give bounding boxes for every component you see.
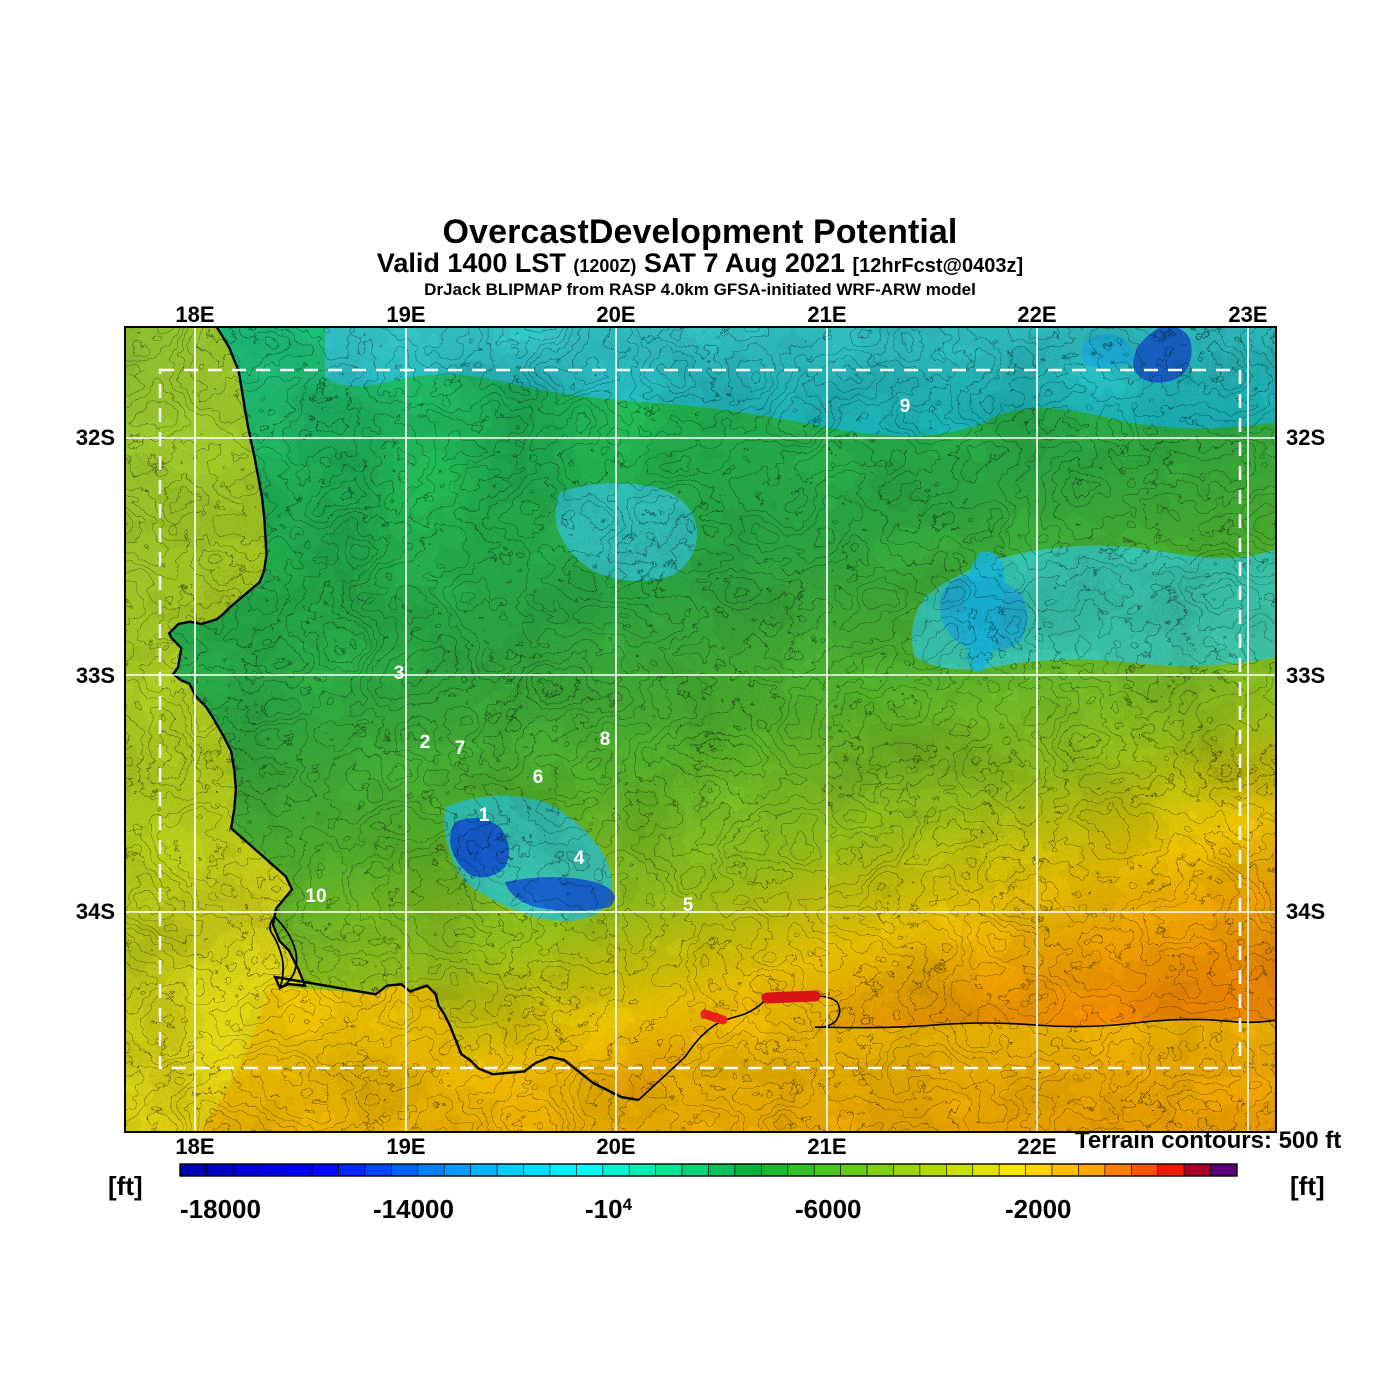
- svg-text:7: 7: [455, 738, 466, 759]
- svg-text:33S: 33S: [76, 663, 115, 688]
- svg-text:-14000: -14000: [373, 1194, 454, 1224]
- svg-text:32S: 32S: [1286, 425, 1325, 450]
- svg-text:19E: 19E: [386, 1134, 425, 1159]
- svg-text:19E: 19E: [386, 302, 425, 327]
- svg-text:-104: -104: [585, 1194, 633, 1224]
- svg-text:23E: 23E: [1228, 302, 1267, 327]
- svg-text:-2000: -2000: [1005, 1194, 1072, 1224]
- svg-text:10: 10: [305, 886, 326, 907]
- svg-text:33S: 33S: [1286, 663, 1325, 688]
- svg-text:20E: 20E: [596, 302, 635, 327]
- svg-text:6: 6: [533, 767, 544, 788]
- svg-text:[ft]: [ft]: [1290, 1171, 1325, 1201]
- svg-text:Terrain contours: 500 ft: Terrain contours: 500 ft: [1075, 1127, 1341, 1154]
- svg-text:22E: 22E: [1017, 1134, 1056, 1159]
- svg-text:21E: 21E: [807, 1134, 846, 1159]
- svg-text:21E: 21E: [807, 302, 846, 327]
- svg-text:8: 8: [600, 729, 611, 750]
- svg-text:3: 3: [394, 663, 405, 684]
- svg-text:32S: 32S: [76, 425, 115, 450]
- svg-text:-6000: -6000: [795, 1194, 862, 1224]
- svg-text:18E: 18E: [175, 1134, 214, 1159]
- svg-text:1: 1: [479, 805, 490, 826]
- svg-text:9: 9: [900, 396, 911, 417]
- svg-text:34S: 34S: [1286, 899, 1325, 924]
- svg-text:-18000: -18000: [180, 1194, 261, 1224]
- svg-text:4: 4: [574, 848, 585, 869]
- svg-text:[ft]: [ft]: [108, 1171, 143, 1201]
- svg-text:20E: 20E: [596, 1134, 635, 1159]
- svg-text:2: 2: [420, 732, 431, 753]
- svg-text:18E: 18E: [175, 302, 214, 327]
- svg-text:34S: 34S: [76, 899, 115, 924]
- svg-text:5: 5: [683, 895, 694, 916]
- svg-text:22E: 22E: [1017, 302, 1056, 327]
